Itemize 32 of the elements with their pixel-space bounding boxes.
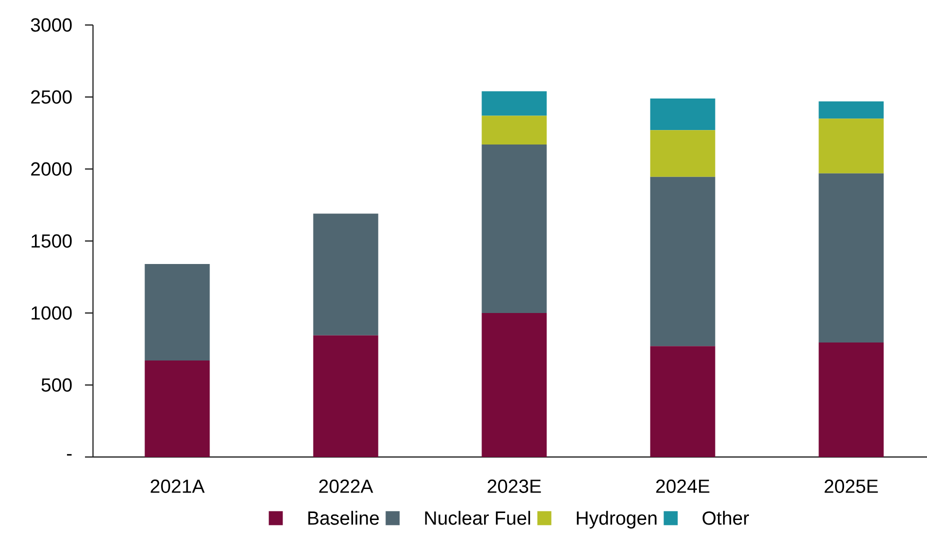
legend-label: Baseline [308, 510, 379, 525]
bar [650, 130, 716, 177]
legend-label: Nuclear Fuel [425, 510, 530, 525]
bar [818, 342, 884, 457]
bar [650, 346, 716, 457]
bar [482, 116, 547, 145]
bar [818, 118, 884, 174]
bar [482, 313, 547, 457]
bar [650, 176, 716, 346]
bar [650, 98, 716, 130]
bar [144, 264, 210, 361]
y-tick-label: 2000 [31, 162, 72, 176]
y-tick-label: 2500 [31, 90, 72, 104]
x-tick-label: 2022A [319, 480, 374, 493]
bar [818, 101, 884, 119]
bar [313, 214, 378, 336]
bar [144, 360, 210, 457]
y-tick-label: - [66, 454, 72, 456]
legend-label: Other [702, 510, 749, 525]
y-tick-label: 1000 [32, 306, 72, 320]
bar [313, 335, 378, 457]
legend-label: Hydrogen [576, 510, 656, 529]
x-tick-label: 2025E [824, 480, 878, 493]
x-tick-label: 2024E [656, 480, 710, 493]
bar [482, 91, 547, 116]
y-tick-label: 500 [42, 378, 72, 392]
bar [482, 144, 547, 313]
y-tick-label: 3000 [30, 18, 72, 32]
x-tick-label: 2021A [150, 480, 205, 493]
x-tick-label: 2023E [488, 480, 541, 493]
bar [818, 173, 884, 343]
y-tick-label: 1500 [32, 234, 72, 248]
